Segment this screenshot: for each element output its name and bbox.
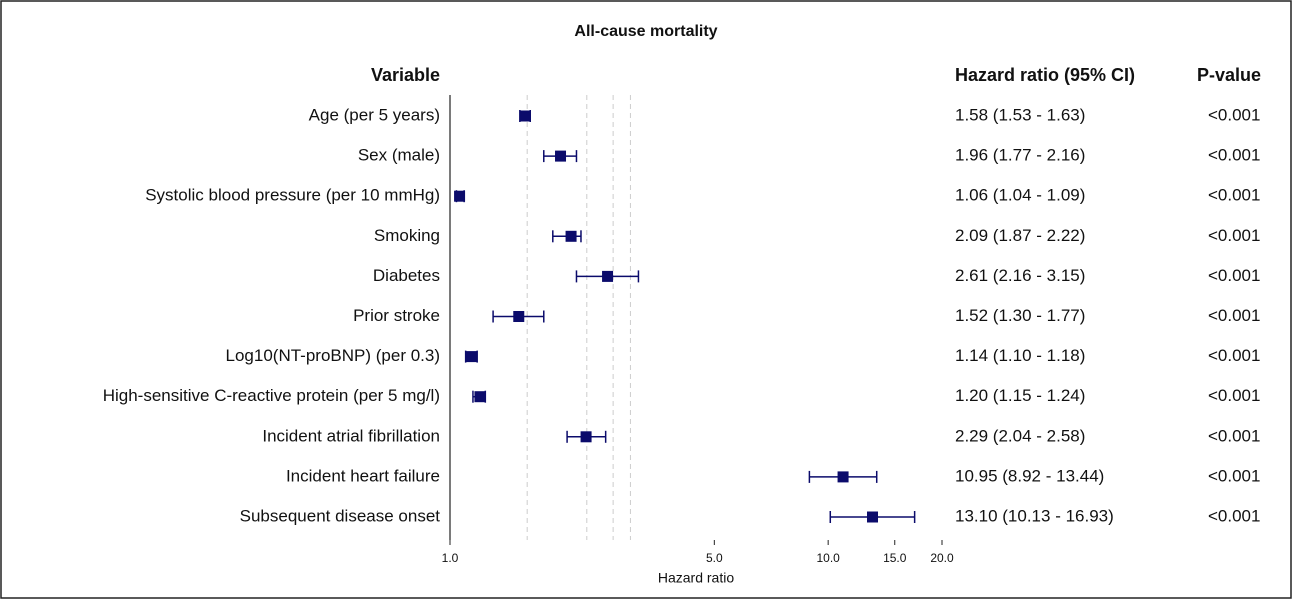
- ci-label: 2.29 (2.04 - 2.58): [955, 426, 1085, 445]
- point-estimate: [519, 110, 531, 122]
- ci-label: 1.20 (1.15 - 1.24): [955, 386, 1085, 405]
- variable-label: Incident atrial fibrillation: [262, 426, 440, 445]
- x-axis-label: Hazard ratio: [658, 570, 734, 586]
- variable-label: Smoking: [374, 226, 440, 245]
- variable-label: Incident heart failure: [286, 466, 440, 485]
- p-value: <0.001: [1208, 306, 1260, 325]
- ci-label: 1.58 (1.53 - 1.63): [955, 105, 1085, 124]
- point-estimate: [454, 190, 466, 202]
- p-value: <0.001: [1208, 186, 1260, 205]
- p-value: <0.001: [1208, 105, 1260, 124]
- x-tick-label: 1.0: [442, 551, 459, 565]
- point-estimate: [474, 391, 486, 403]
- p-value: <0.001: [1208, 386, 1260, 405]
- point-estimate: [466, 351, 478, 363]
- ci-label: 2.61 (2.16 - 3.15): [955, 266, 1085, 285]
- ci-label: 1.06 (1.04 - 1.09): [955, 186, 1085, 205]
- x-tick-label: 20.0: [930, 551, 954, 565]
- p-value: <0.001: [1208, 266, 1260, 285]
- x-tick-label: 15.0: [883, 551, 907, 565]
- variable-label: Log10(NT-proBNP) (per 0.3): [226, 346, 440, 365]
- p-header: P-value: [1197, 65, 1261, 85]
- p-value: <0.001: [1208, 226, 1260, 245]
- point-estimate: [555, 150, 567, 162]
- ci-label: 1.14 (1.10 - 1.18): [955, 346, 1085, 365]
- point-estimate: [580, 431, 592, 443]
- p-value: <0.001: [1208, 426, 1260, 445]
- p-value: <0.001: [1208, 506, 1260, 525]
- ci-label: 2.09 (1.87 - 2.22): [955, 226, 1085, 245]
- x-tick-label: 5.0: [706, 551, 723, 565]
- variable-header: Variable: [371, 65, 440, 85]
- p-value: <0.001: [1208, 466, 1260, 485]
- variable-label: Sex (male): [358, 146, 440, 165]
- variable-label: Subsequent disease onset: [240, 506, 441, 525]
- point-estimate: [565, 230, 577, 242]
- chart-title: All-cause mortality: [574, 23, 717, 40]
- ci-label: 1.96 (1.77 - 2.16): [955, 146, 1085, 165]
- variable-label: Diabetes: [373, 266, 440, 285]
- variable-label: Age (per 5 years): [309, 105, 440, 124]
- variable-label: Systolic blood pressure (per 10 mmHg): [145, 186, 440, 205]
- ci-label: 10.95 (8.92 - 13.44): [955, 466, 1104, 485]
- x-tick-label: 10.0: [816, 551, 840, 565]
- ci-header: Hazard ratio (95% CI): [955, 65, 1135, 85]
- point-estimate: [513, 311, 525, 322]
- variable-label: High-sensitive C-reactive protein (per 5…: [103, 386, 440, 405]
- p-value: <0.001: [1208, 146, 1260, 165]
- variable-label: Prior stroke: [353, 306, 440, 325]
- point-estimate: [867, 511, 879, 523]
- point-estimate: [602, 270, 614, 282]
- ci-label: 1.52 (1.30 - 1.77): [955, 306, 1085, 325]
- ci-label: 13.10 (10.13 - 16.93): [955, 506, 1114, 525]
- p-value: <0.001: [1208, 346, 1260, 365]
- point-estimate: [837, 471, 849, 483]
